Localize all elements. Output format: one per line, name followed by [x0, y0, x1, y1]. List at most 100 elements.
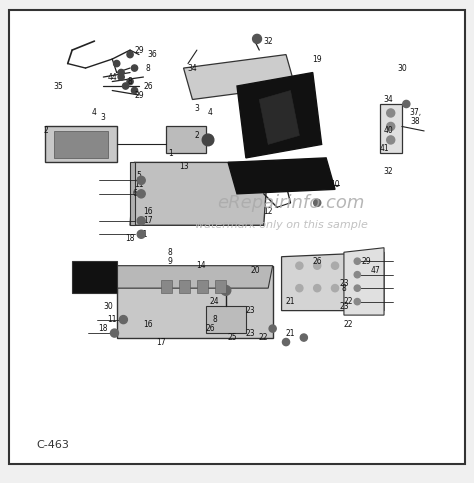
Text: 20: 20 — [250, 266, 260, 275]
Text: 35: 35 — [54, 82, 64, 90]
Polygon shape — [55, 131, 108, 158]
Text: 6: 6 — [132, 189, 137, 199]
Text: 22: 22 — [344, 320, 353, 328]
Text: 22: 22 — [344, 297, 353, 306]
Circle shape — [331, 262, 338, 270]
Text: 3: 3 — [194, 104, 200, 113]
Circle shape — [387, 109, 395, 117]
Polygon shape — [72, 261, 117, 293]
Polygon shape — [206, 306, 246, 333]
Text: 19: 19 — [312, 55, 322, 64]
Text: 12: 12 — [264, 207, 273, 216]
Polygon shape — [117, 266, 273, 338]
Text: 1: 1 — [168, 149, 173, 158]
Text: 18: 18 — [125, 234, 135, 243]
Circle shape — [296, 262, 303, 270]
Text: 2: 2 — [43, 127, 48, 135]
Polygon shape — [130, 162, 135, 225]
Text: 9: 9 — [306, 167, 311, 176]
Circle shape — [354, 271, 360, 278]
Circle shape — [127, 51, 133, 58]
Polygon shape — [112, 266, 273, 288]
Polygon shape — [380, 104, 402, 154]
Circle shape — [283, 339, 290, 346]
Text: 32: 32 — [264, 37, 273, 45]
Text: 8: 8 — [146, 64, 150, 72]
Text: 44: 44 — [108, 72, 117, 82]
Text: 17: 17 — [143, 216, 153, 225]
Polygon shape — [130, 162, 268, 225]
Text: 21: 21 — [286, 328, 295, 338]
Text: 36: 36 — [147, 50, 157, 59]
Text: 29: 29 — [134, 90, 144, 99]
Text: 8: 8 — [342, 284, 346, 293]
Circle shape — [269, 325, 276, 332]
Polygon shape — [46, 127, 117, 162]
Text: 23: 23 — [339, 301, 349, 311]
Text: eRepairinfo.com: eRepairinfo.com — [217, 194, 364, 212]
Circle shape — [119, 315, 128, 324]
Circle shape — [118, 74, 124, 80]
Polygon shape — [282, 252, 384, 311]
Polygon shape — [237, 72, 322, 158]
Text: 11: 11 — [108, 315, 117, 324]
Circle shape — [137, 176, 145, 185]
Text: 23: 23 — [246, 306, 255, 315]
Text: 3: 3 — [101, 113, 106, 122]
Text: 7: 7 — [266, 86, 271, 95]
Text: 30: 30 — [103, 301, 113, 311]
Circle shape — [403, 100, 410, 108]
Text: 4: 4 — [92, 109, 97, 117]
Circle shape — [114, 60, 120, 67]
Circle shape — [137, 217, 145, 225]
Circle shape — [131, 87, 137, 94]
Text: 9: 9 — [168, 256, 173, 266]
Text: 29: 29 — [134, 45, 144, 55]
Text: 34: 34 — [383, 95, 393, 104]
Bar — [161, 280, 173, 293]
Circle shape — [387, 122, 395, 130]
Text: 32: 32 — [383, 167, 393, 176]
Text: 8: 8 — [128, 77, 132, 86]
Polygon shape — [259, 90, 300, 144]
Text: 8: 8 — [168, 248, 173, 257]
Circle shape — [131, 65, 137, 71]
Text: 29: 29 — [361, 256, 371, 266]
Text: 24: 24 — [210, 297, 219, 306]
Text: 41: 41 — [379, 144, 389, 154]
Text: 11: 11 — [134, 180, 144, 189]
Text: 14: 14 — [197, 261, 206, 270]
Polygon shape — [166, 127, 206, 154]
Text: 23: 23 — [246, 328, 255, 338]
Text: 17: 17 — [156, 338, 166, 347]
Text: 26: 26 — [312, 256, 322, 266]
Text: 25: 25 — [228, 333, 237, 342]
Circle shape — [354, 258, 360, 264]
Polygon shape — [344, 248, 384, 315]
Circle shape — [110, 329, 118, 337]
Circle shape — [122, 83, 129, 89]
Circle shape — [354, 285, 360, 291]
Text: watermark only on this sample: watermark only on this sample — [195, 220, 368, 230]
Text: 23: 23 — [339, 279, 349, 288]
Circle shape — [354, 298, 360, 305]
Circle shape — [314, 284, 321, 292]
Text: 8: 8 — [212, 315, 217, 324]
Circle shape — [296, 284, 303, 292]
Text: 38: 38 — [410, 117, 420, 127]
Circle shape — [314, 199, 321, 206]
Circle shape — [221, 285, 231, 295]
Circle shape — [314, 262, 321, 270]
Circle shape — [300, 334, 308, 341]
Text: 2: 2 — [194, 131, 199, 140]
Circle shape — [202, 134, 214, 146]
Text: 40: 40 — [383, 127, 393, 135]
Text: C-463: C-463 — [36, 440, 69, 450]
Circle shape — [387, 136, 395, 144]
Text: 16: 16 — [143, 207, 153, 216]
Circle shape — [137, 230, 145, 238]
Text: 26: 26 — [143, 82, 153, 90]
Text: 30: 30 — [397, 64, 407, 72]
Text: 42: 42 — [85, 266, 95, 275]
Text: 4: 4 — [208, 109, 213, 117]
